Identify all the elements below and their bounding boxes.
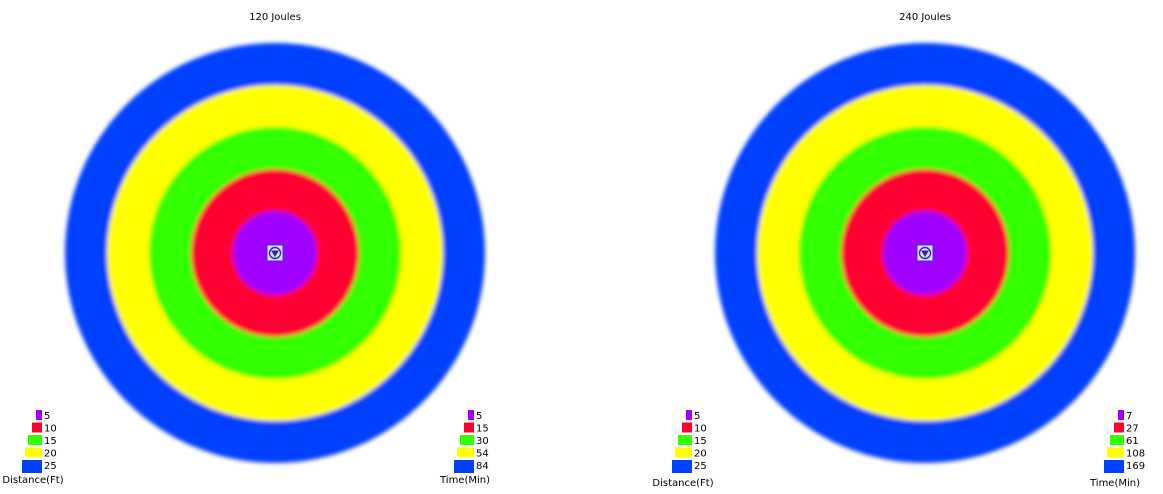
- legend-value-5: 25: [44, 461, 57, 472]
- legend-swatch-5: [672, 460, 692, 473]
- legend-value-3: 61: [1126, 436, 1139, 447]
- legend-value-1: 7: [1126, 411, 1132, 422]
- legend-swatch-2: [464, 422, 474, 433]
- legend-value-3: 15: [44, 436, 57, 447]
- source-marker-icon: [916, 244, 934, 262]
- legend-swatch-1: [1118, 410, 1124, 420]
- legend-value-2: 10: [44, 424, 57, 435]
- chart-title: 240 Joules: [899, 12, 951, 23]
- legend-swatch-4: [675, 447, 692, 458]
- panel-1: 120 Joules510152025Distance(Ft)515305484…: [2, 12, 490, 486]
- legend-swatch-4: [1107, 447, 1124, 458]
- legend-swatch-1: [468, 410, 474, 420]
- legend-value-4: 54: [476, 449, 489, 460]
- legend-value-5: 25: [694, 461, 707, 472]
- chart-title: 120 Joules: [249, 12, 301, 23]
- legend-value-5: 84: [476, 461, 489, 472]
- legend-title: Distance(Ft): [2, 475, 63, 486]
- legend-value-2: 15: [476, 424, 489, 435]
- legend-swatch-2: [1114, 422, 1124, 433]
- legend-value-5: 169: [1126, 461, 1145, 472]
- legend-value-2: 10: [694, 424, 707, 435]
- legend-swatch-5: [22, 460, 42, 473]
- legend-value-3: 30: [476, 436, 489, 447]
- legend-swatch-5: [454, 460, 474, 473]
- legend-swatch-3: [1110, 435, 1124, 445]
- legend-swatch-4: [457, 447, 474, 458]
- legend-value-2: 27: [1126, 424, 1139, 435]
- legend-title: Time(Min): [1089, 478, 1140, 489]
- legend-value-1: 5: [44, 411, 50, 422]
- legend-swatch-1: [36, 410, 42, 420]
- legend-swatch-1: [686, 410, 692, 420]
- legend-swatch-3: [460, 435, 474, 445]
- legend-value-1: 5: [694, 411, 700, 422]
- legend-swatch-2: [682, 422, 692, 433]
- legend-value-3: 15: [694, 436, 707, 447]
- legend-value-1: 5: [476, 411, 482, 422]
- legend-title: Time(Min): [439, 475, 490, 486]
- legend-swatch-3: [678, 435, 692, 445]
- legend-swatch-5: [1104, 460, 1124, 473]
- legend-title: Distance(Ft): [652, 478, 713, 489]
- legend-value-4: 108: [1126, 449, 1145, 460]
- legend-swatch-4: [25, 447, 42, 458]
- legend-swatch-2: [32, 422, 42, 433]
- legend-value-4: 20: [694, 449, 707, 460]
- legend-swatch-3: [28, 435, 42, 445]
- legend-value-4: 20: [44, 449, 57, 460]
- source-marker-icon: [266, 244, 284, 262]
